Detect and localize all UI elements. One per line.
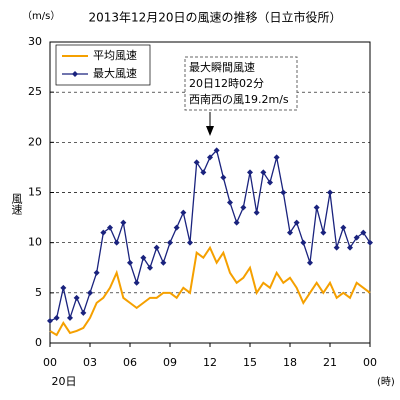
marker xyxy=(207,154,213,161)
marker xyxy=(273,154,280,161)
marker xyxy=(127,259,133,266)
y-tick-label: 10 xyxy=(28,236,42,249)
marker xyxy=(213,147,220,154)
marker xyxy=(147,264,153,271)
marker xyxy=(293,219,300,226)
marker xyxy=(220,174,227,181)
marker xyxy=(113,239,120,246)
marker xyxy=(80,309,87,316)
marker xyxy=(187,239,193,246)
marker xyxy=(100,229,107,236)
annotation-text: 20日12時02分 xyxy=(189,77,264,90)
legend-marker xyxy=(72,71,78,77)
marker xyxy=(173,224,180,231)
marker xyxy=(253,209,260,216)
marker xyxy=(200,169,207,176)
marker xyxy=(153,244,160,251)
marker xyxy=(193,159,200,166)
marker xyxy=(367,239,373,246)
marker xyxy=(347,244,353,251)
y-tick-label: 5 xyxy=(35,286,42,299)
marker xyxy=(333,244,340,251)
y-label: 風速 xyxy=(10,193,23,215)
y-tick-label: 30 xyxy=(28,35,42,48)
marker xyxy=(327,189,333,196)
marker xyxy=(73,294,80,301)
marker xyxy=(120,219,127,226)
annotation-text: 西南西の風19.2m/s xyxy=(189,93,289,106)
marker xyxy=(227,199,233,206)
annotation-box xyxy=(184,56,298,111)
series-line xyxy=(49,149,371,322)
y-tick-label: 25 xyxy=(28,85,42,98)
marker xyxy=(47,317,53,324)
legend-label: 最大風速 xyxy=(93,66,137,80)
x-tick-label: 06 xyxy=(123,356,137,369)
y-tick-label: 20 xyxy=(28,135,42,148)
y-tick-label: 0 xyxy=(35,336,42,349)
x-tick-label: 00 xyxy=(43,356,57,369)
chart-title: 2013年12月20日の風速の推移（日立市役所） xyxy=(88,10,341,25)
x-tick-label: 09 xyxy=(163,356,177,369)
annotation-text: 最大瞬間風速 xyxy=(189,60,255,74)
y-tick-label: 15 xyxy=(28,186,42,199)
marker xyxy=(60,284,67,291)
legend-box xyxy=(55,44,151,86)
x-label: (時) xyxy=(377,376,395,388)
marker xyxy=(267,179,273,186)
x-tick-label: 03 xyxy=(83,356,97,369)
marker xyxy=(280,189,287,196)
marker xyxy=(247,169,253,176)
y-unit: （m/s） xyxy=(22,10,60,22)
marker xyxy=(233,219,240,226)
marker xyxy=(240,204,247,211)
annotation-arrowhead xyxy=(206,126,214,136)
marker xyxy=(353,234,360,241)
marker xyxy=(307,259,313,266)
x-tick-label: 18 xyxy=(283,356,297,369)
marker xyxy=(53,314,60,321)
series-line xyxy=(49,245,371,337)
x-tick-label: 15 xyxy=(243,356,257,369)
marker xyxy=(93,269,100,276)
marker xyxy=(287,229,293,236)
legend-label: 平均風速 xyxy=(93,49,137,62)
marker xyxy=(340,224,347,231)
marker xyxy=(160,259,167,266)
x-tick-label: 12 xyxy=(203,356,217,369)
x-tick-label: 21 xyxy=(323,356,337,369)
marker xyxy=(87,289,93,296)
marker xyxy=(67,314,73,321)
marker xyxy=(180,209,187,216)
x-sublabel: 20日 xyxy=(52,375,77,388)
marker xyxy=(107,224,113,231)
marker xyxy=(313,204,320,211)
marker xyxy=(320,229,327,236)
marker xyxy=(360,229,367,236)
marker xyxy=(140,254,147,261)
x-tick-label: 00 xyxy=(363,356,377,369)
marker xyxy=(300,239,307,246)
plot-frame xyxy=(49,41,371,344)
marker xyxy=(133,279,140,286)
marker xyxy=(260,169,267,176)
marker xyxy=(167,239,173,246)
